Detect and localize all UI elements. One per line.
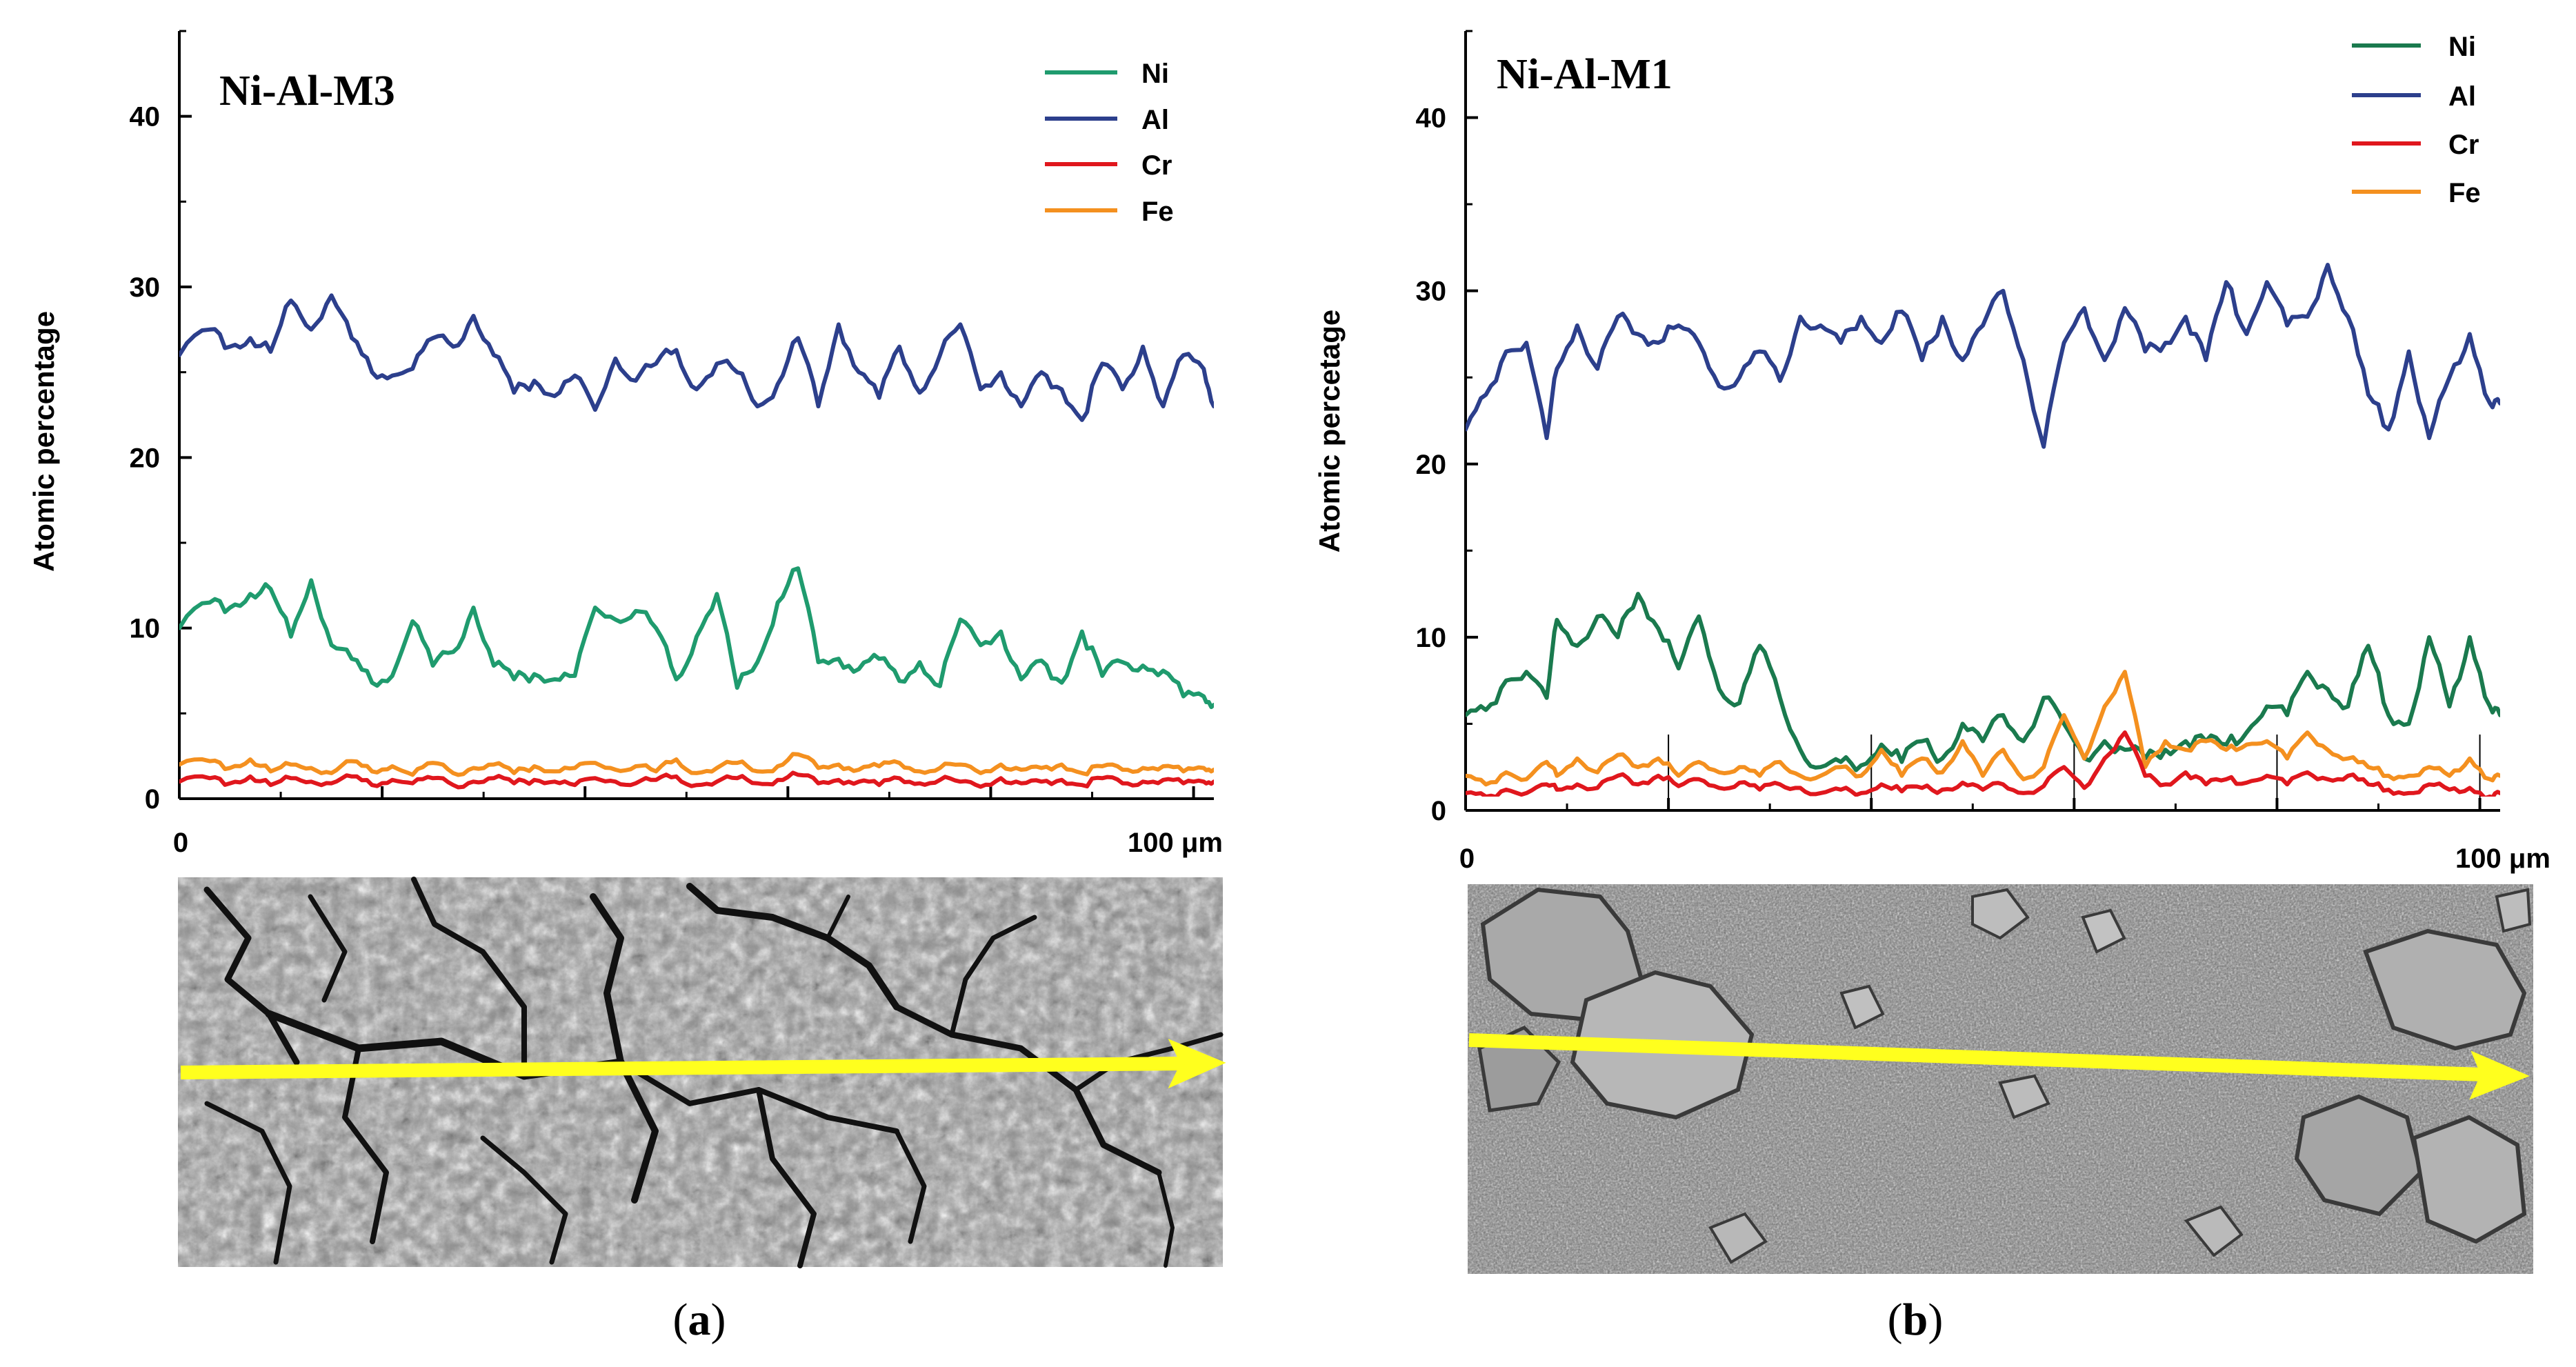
y-tick-label: 0 [145, 784, 160, 815]
y-tick-label: 40 [1416, 103, 1447, 134]
x-tick-label: 0 [1459, 844, 1475, 874]
series-line-ni [1466, 592, 2500, 772]
y-tick-label: 0 [1431, 796, 1446, 826]
surface-cracks [203, 877, 1224, 1268]
x-tick-label: 0 [173, 828, 188, 858]
plot-area: 0 10 20 30 40 [130, 30, 1214, 815]
legend-label-ni: Ni [1141, 59, 1169, 89]
y-tick-label: 40 [130, 102, 161, 132]
series-line-ni [179, 566, 1214, 710]
arrow-shaft [1468, 1033, 2484, 1081]
x-tick-label: 100 μm [1128, 828, 1223, 858]
series-line-cr [1466, 730, 2500, 797]
arrow-shaft [180, 1057, 1184, 1079]
legend-label-ni: Ni [2448, 32, 2476, 62]
sem-scan-arrow [180, 1039, 1226, 1089]
sem-micrograph-a [178, 877, 1226, 1268]
plot-area: 0 10 20 30 40 [1416, 30, 2500, 826]
series-line-al [1466, 263, 2500, 449]
chart-title: Ni-Al-M3 [219, 68, 395, 114]
arrow-head [1168, 1039, 1226, 1089]
legend: Ni Al Cr Fe [2352, 32, 2481, 208]
legend-label-cr: Cr [1141, 150, 1172, 181]
series-line-fe [179, 752, 1214, 777]
sem-particles [1477, 887, 2532, 1264]
sem-micrograph-b [1468, 884, 2533, 1274]
legend-label-al: Al [1141, 105, 1169, 135]
chart-title: Ni-Al-M1 [1497, 51, 1673, 98]
series-line-cr [179, 770, 1214, 790]
legend-label-fe: Fe [2448, 178, 2481, 208]
chart-panel-a: Atomic percentage Ni-Al-M3 0 10 20 30 40 Ni … [28, 30, 1226, 1345]
legend: Ni Al Cr Fe [1045, 59, 1174, 227]
y-axis-label: Atomic percetage [1313, 310, 1346, 552]
y-axis-label: Atomic percentage [28, 311, 60, 572]
caption-b: (b) [1888, 1295, 1944, 1345]
series-line-fe [1466, 670, 2500, 787]
caption-a: (a) [673, 1295, 726, 1345]
y-tick-label: 30 [130, 272, 161, 303]
y-tick-label: 30 [1416, 277, 1447, 307]
arrow-head [2469, 1050, 2530, 1100]
x-tick-label: 100 μm [2455, 844, 2550, 874]
legend-label-al: Al [2448, 81, 2476, 112]
y-tick-label: 20 [1416, 450, 1447, 480]
sem-scan-arrow [1468, 1033, 2530, 1100]
legend-label-fe: Fe [1141, 197, 1174, 227]
y-tick-label: 20 [130, 443, 161, 473]
y-tick-label: 10 [130, 614, 161, 644]
series-line-al [179, 293, 1214, 422]
legend-label-cr: Cr [2448, 130, 2479, 160]
y-tick-label: 10 [1416, 623, 1447, 653]
chart-panel-b: Atomic percetage Ni-Al-M1 0 10 20 30 40 Ni A… [1313, 30, 2550, 1345]
